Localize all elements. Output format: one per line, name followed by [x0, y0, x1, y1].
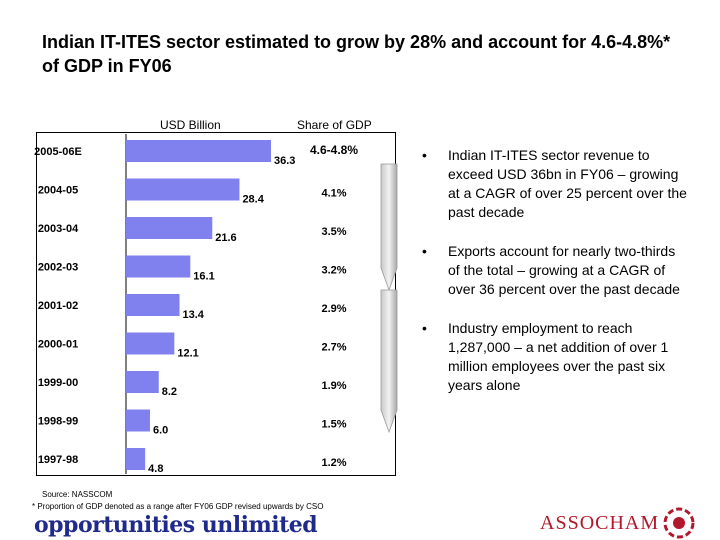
category-label: 2000-01 — [38, 339, 78, 351]
value-label: 16.1 — [193, 271, 214, 283]
page-title: Indian IT-ITES sector estimated to grow … — [42, 32, 671, 76]
bar — [126, 371, 159, 393]
value-label: 36.3 — [274, 155, 295, 167]
bullet-item: • Industry employment to reach 1,287,000 … — [418, 319, 688, 395]
share-label: 4.6-4.8% — [310, 143, 358, 157]
bar — [126, 294, 180, 316]
bar — [126, 178, 240, 201]
category-label: 2002-03 — [38, 262, 78, 274]
bullet-text: Exports account for nearly two-thirds of… — [448, 243, 680, 297]
values-column-header: USD Billion — [160, 118, 221, 132]
bar — [126, 140, 271, 162]
bullet-marker: • — [422, 243, 427, 259]
slogan: opportunities unlimited — [34, 512, 318, 538]
bar — [126, 217, 213, 239]
value-label: 13.4 — [183, 309, 205, 321]
share-column-header: Share of GDP — [297, 118, 372, 132]
brand-name: ASSOCHAM — [540, 512, 660, 534]
arrow-icon — [380, 163, 398, 292]
share-label: 1.9% — [321, 380, 346, 392]
category-label: 1997-98 — [38, 454, 78, 466]
share-label: 3.2% — [321, 265, 346, 277]
value-label: 12.1 — [177, 348, 198, 360]
brand-logo-icon — [663, 507, 695, 539]
category-label: 1999-00 — [38, 377, 78, 389]
bullet-marker: • — [422, 147, 427, 163]
value-label: 4.8 — [148, 463, 163, 475]
bullet-marker: • — [422, 320, 427, 336]
value-label: 28.4 — [242, 194, 264, 206]
share-label: 1.5% — [321, 419, 346, 431]
bullet-item: • Indian IT-ITES sector revenue to exceed… — [418, 146, 688, 222]
bar — [126, 332, 175, 355]
bar — [126, 409, 150, 432]
share-label: 2.7% — [321, 342, 346, 354]
share-label: 2.9% — [321, 303, 346, 315]
category-label: 2003-04 — [38, 223, 79, 235]
category-label: 1998-99 — [38, 416, 78, 428]
arrow-icon — [380, 289, 398, 434]
bullet-list: • Indian IT-ITES sector revenue to exceed… — [418, 146, 688, 415]
category-label: 2005-06E — [34, 146, 82, 158]
source-note: Source: NASSCOM — [42, 490, 113, 499]
share-label: 3.5% — [321, 226, 346, 238]
bullet-text: Industry employment to reach 1,287,000 –… — [448, 320, 669, 393]
category-label: 2004-05 — [38, 185, 78, 197]
value-label: 21.6 — [215, 232, 236, 244]
value-label: 8.2 — [162, 386, 177, 398]
share-label: 1.2% — [321, 457, 346, 469]
bar — [126, 448, 146, 470]
bullet-text: Indian IT-ITES sector revenue to exceed … — [448, 147, 687, 220]
footnote: * Proportion of GDP denoted as a range a… — [32, 502, 324, 511]
bullet-item: • Exports account for nearly two-thirds o… — [418, 242, 688, 299]
category-label: 2001-02 — [38, 300, 78, 312]
bar — [126, 255, 191, 278]
value-label: 6.0 — [153, 425, 168, 437]
share-label: 4.1% — [321, 188, 346, 200]
